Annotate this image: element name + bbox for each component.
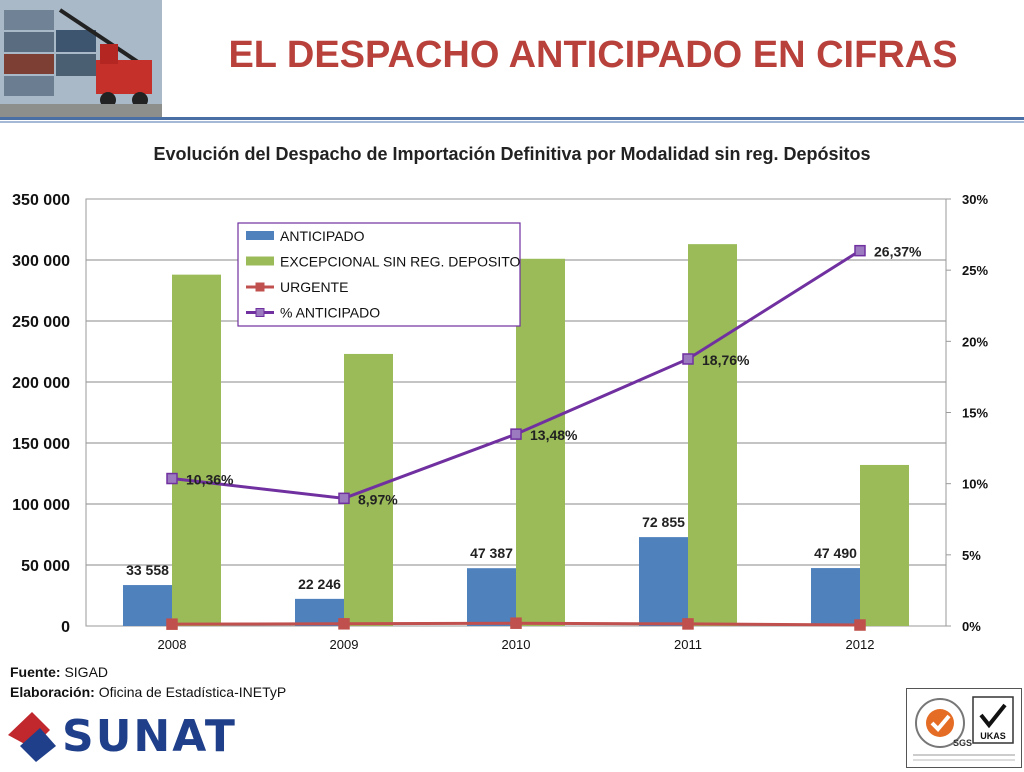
marker-urgente (338, 618, 350, 630)
y-right-tick-label: 20% (962, 334, 988, 349)
marker-urgente (854, 619, 866, 631)
x-tick-label: 2008 (158, 637, 187, 652)
bar-anticipado-2012 (811, 568, 860, 626)
elaboration-line: Elaboración: Oficina de Estadística-INET… (10, 684, 286, 700)
legend-entry: URGENTE (280, 279, 348, 295)
ukas-text: UKAS (980, 731, 1006, 741)
legend-swatch-marker (255, 282, 265, 292)
axes: 0 50 000 100 000 150 000 200 000 250 000 300 0… (12, 192, 988, 652)
data-label-pct-anticipado: 26,37% (874, 244, 922, 260)
sgs-text: SGS (953, 738, 972, 748)
y-right-tick-label: 25% (962, 263, 988, 278)
legend-entry: ANTICIPADO (280, 228, 365, 244)
y-right-tick-label: 5% (962, 548, 981, 563)
x-tick-label: 2009 (330, 637, 359, 652)
bar-excepcional-sin-reg-deposito-2010 (516, 258, 565, 626)
bar-series (123, 244, 909, 626)
marker-urgente (510, 617, 522, 629)
bar-anticipado-2011 (639, 537, 688, 626)
legend-swatch (246, 231, 274, 240)
data-label-anticipado: 47 387 (470, 545, 513, 561)
y-right-tick-label: 10% (962, 477, 988, 492)
header-photo-container-crane (0, 0, 162, 118)
y-left-tick-label: 100 000 (12, 497, 70, 514)
marker-urgente (682, 618, 694, 630)
data-label-anticipado: 33 558 (126, 562, 169, 578)
header-divider (0, 117, 1024, 120)
legend-swatch (246, 256, 274, 266)
bar-excepcional-sin-reg-deposito-2011 (688, 244, 737, 626)
y-left-tick-label: 300 000 (12, 253, 70, 270)
y-right-tick-label: 30% (962, 192, 988, 207)
y-left-tick-label: 350 000 (12, 192, 70, 209)
sunat-logo: SUNAT (6, 704, 256, 766)
certification-seals: SGS UKAS (906, 688, 1022, 768)
y-left-tick-label: 50 000 (21, 558, 70, 575)
source-line: Fuente: SIGAD (10, 664, 108, 680)
y-left-tick-label: 150 000 (12, 436, 70, 453)
marker-anticipado (854, 244, 866, 257)
x-tick-label: 2011 (674, 637, 702, 652)
source-label: Fuente: (10, 664, 61, 680)
x-tick-label: 2010 (502, 637, 531, 652)
legend-swatch-marker (255, 308, 265, 317)
y-right-tick-label: 0% (962, 619, 981, 634)
data-label-pct-anticipado: 8,97% (358, 491, 398, 507)
legend-entry: EXCEPCIONAL SIN REG. DEPOSITO (280, 254, 521, 270)
bar-excepcional-sin-reg-deposito-2008 (172, 274, 221, 626)
combo-chart: 0 50 000 100 000 150 000 200 000 250 000 300 0… (12, 192, 988, 652)
source-value: SIGAD (64, 664, 109, 680)
x-tick-label: 2012 (846, 637, 875, 652)
marker-anticipado (510, 428, 522, 440)
elaboration-label: Elaboración: (10, 684, 95, 700)
bar-anticipado-2010 (467, 568, 516, 626)
legend-box (237, 222, 521, 327)
data-label-anticipado: 22 246 (298, 576, 341, 592)
slide-header: EL DESPACHO ANTICIPADO EN CIFRAS (0, 0, 1024, 123)
marker-anticipado (166, 472, 178, 485)
marker-urgente (166, 618, 178, 630)
y-left-tick-label: 0 (61, 619, 70, 636)
header-divider-secondary (0, 121, 1024, 123)
marker-anticipado (682, 353, 694, 365)
data-label-pct-anticipado: 10,36% (186, 472, 234, 488)
legend: ANTICIPADO EXCEPCIONAL SIN REG. DEPOSITO U… (237, 222, 521, 327)
bar-anticipado-2009 (295, 598, 344, 626)
y-left-tick-label: 200 000 (12, 375, 70, 392)
elaboration-value: Oficina de Estadística-INETyP (98, 684, 287, 700)
y-left-tick-label: 250 000 (12, 314, 70, 331)
brand-text: SUNAT (62, 711, 237, 762)
data-labels: 33 558 22 246 47 387 72 855 47 490 10,36% 8,97… (126, 244, 922, 592)
line-series (166, 244, 866, 631)
data-label-pct-anticipado: 18,76% (702, 352, 750, 368)
page-title: EL DESPACHO ANTICIPADO EN CIFRAS (228, 34, 958, 76)
chart-title: Evolución del Despacho de Importación De… (153, 144, 871, 164)
data-label-anticipado: 47 490 (814, 545, 857, 561)
bar-excepcional-sin-reg-deposito-2012 (860, 464, 909, 626)
bar-anticipado-2008 (123, 585, 172, 626)
legend-entry: % ANTICIPADO (280, 305, 380, 321)
data-label-anticipado: 72 855 (642, 514, 685, 530)
data-label-pct-anticipado: 13,48% (530, 427, 578, 443)
chart-container: 0 50 000 100 000 150 000 200 000 250 000 300 0… (0, 186, 1024, 656)
y-right-tick-label: 15% (962, 406, 988, 421)
marker-anticipado (338, 492, 350, 505)
